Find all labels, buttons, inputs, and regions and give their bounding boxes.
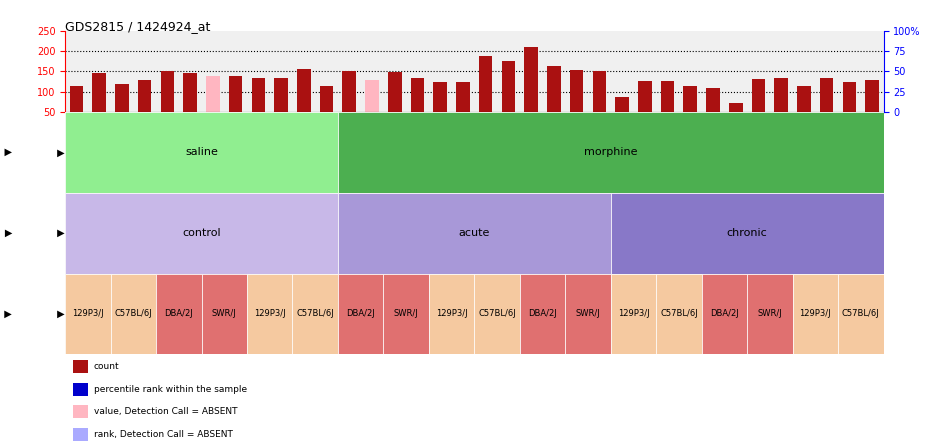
FancyBboxPatch shape <box>111 274 156 354</box>
Text: SWR/J: SWR/J <box>576 309 601 318</box>
Bar <box>73 405 88 418</box>
Text: C57BL/6J: C57BL/6J <box>114 309 153 318</box>
FancyBboxPatch shape <box>338 193 611 274</box>
FancyBboxPatch shape <box>520 274 565 354</box>
Text: agent  ▶: agent ▶ <box>0 147 12 157</box>
Bar <box>411 78 424 112</box>
FancyBboxPatch shape <box>247 274 292 354</box>
FancyBboxPatch shape <box>701 274 747 354</box>
Bar <box>525 47 538 112</box>
Text: 129P3/J: 129P3/J <box>254 309 286 318</box>
FancyBboxPatch shape <box>156 274 202 354</box>
Bar <box>365 79 379 112</box>
Text: DBA/2J: DBA/2J <box>528 309 557 318</box>
Bar <box>388 72 402 112</box>
Bar <box>183 73 197 112</box>
Text: rank, Detection Call = ABSENT: rank, Detection Call = ABSENT <box>94 430 232 439</box>
Bar <box>251 78 265 112</box>
Text: DBA/2J: DBA/2J <box>346 309 375 318</box>
Text: C57BL/6J: C57BL/6J <box>478 309 516 318</box>
Bar <box>138 80 152 112</box>
Bar <box>342 71 356 112</box>
FancyBboxPatch shape <box>338 274 383 354</box>
Bar <box>73 428 88 441</box>
Text: strain  ▶: strain ▶ <box>0 309 12 319</box>
Bar <box>229 76 243 112</box>
Text: 129P3/J: 129P3/J <box>800 309 831 318</box>
Bar <box>73 383 88 396</box>
Text: SWR/J: SWR/J <box>393 309 418 318</box>
FancyBboxPatch shape <box>611 193 884 274</box>
Text: saline: saline <box>185 147 218 157</box>
Text: morphine: morphine <box>584 147 637 157</box>
Text: 129P3/J: 129P3/J <box>72 309 103 318</box>
Text: value, Detection Call = ABSENT: value, Detection Call = ABSENT <box>94 407 237 416</box>
FancyBboxPatch shape <box>565 274 611 354</box>
Bar <box>592 71 606 112</box>
Text: acute: acute <box>458 228 490 238</box>
Text: 129P3/J: 129P3/J <box>436 309 468 318</box>
Bar <box>206 76 219 112</box>
Bar <box>274 78 288 112</box>
Text: ▶: ▶ <box>55 147 65 157</box>
Bar <box>660 81 674 112</box>
Bar <box>684 87 698 112</box>
Text: DBA/2J: DBA/2J <box>165 309 193 318</box>
Bar <box>73 360 88 373</box>
Bar <box>729 103 742 112</box>
Text: GDS2815 / 1424924_at: GDS2815 / 1424924_at <box>65 20 210 33</box>
FancyBboxPatch shape <box>65 274 111 354</box>
Bar <box>297 69 311 112</box>
Bar <box>865 80 879 112</box>
Bar <box>92 73 106 112</box>
FancyBboxPatch shape <box>65 193 338 274</box>
FancyBboxPatch shape <box>292 274 338 354</box>
Bar <box>570 70 583 112</box>
FancyBboxPatch shape <box>747 274 792 354</box>
FancyBboxPatch shape <box>338 112 884 193</box>
Text: ▶: ▶ <box>55 309 65 319</box>
Bar <box>479 56 493 112</box>
Bar <box>797 87 811 112</box>
Text: SWR/J: SWR/J <box>757 309 782 318</box>
Text: DBA/2J: DBA/2J <box>710 309 738 318</box>
FancyBboxPatch shape <box>65 112 338 193</box>
FancyBboxPatch shape <box>202 274 247 354</box>
FancyBboxPatch shape <box>657 274 701 354</box>
Text: ▶: ▶ <box>55 228 65 238</box>
Bar <box>70 86 84 112</box>
Bar <box>433 82 447 112</box>
Text: chronic: chronic <box>726 228 767 238</box>
Text: 129P3/J: 129P3/J <box>618 309 649 318</box>
Bar <box>706 87 720 112</box>
Bar <box>547 66 561 112</box>
Bar <box>843 82 857 112</box>
Text: C57BL/6J: C57BL/6J <box>660 309 698 318</box>
FancyBboxPatch shape <box>383 274 429 354</box>
Text: protocol  ▶: protocol ▶ <box>0 228 12 238</box>
Text: count: count <box>94 362 119 371</box>
Text: percentile rank within the sample: percentile rank within the sample <box>94 385 246 393</box>
Bar <box>820 78 833 112</box>
Bar <box>501 61 515 112</box>
FancyBboxPatch shape <box>611 274 657 354</box>
Bar <box>751 79 765 112</box>
Bar <box>775 78 788 112</box>
Bar <box>638 81 652 112</box>
Text: C57BL/6J: C57BL/6J <box>842 309 880 318</box>
FancyBboxPatch shape <box>838 274 884 354</box>
Text: C57BL/6J: C57BL/6J <box>297 309 334 318</box>
FancyBboxPatch shape <box>429 274 474 354</box>
Bar <box>616 97 629 112</box>
Text: control: control <box>182 228 220 238</box>
Bar <box>115 83 128 112</box>
Text: SWR/J: SWR/J <box>212 309 236 318</box>
Bar <box>161 71 174 112</box>
Bar <box>320 87 333 112</box>
FancyBboxPatch shape <box>792 274 838 354</box>
FancyBboxPatch shape <box>474 274 520 354</box>
Bar <box>456 82 470 112</box>
